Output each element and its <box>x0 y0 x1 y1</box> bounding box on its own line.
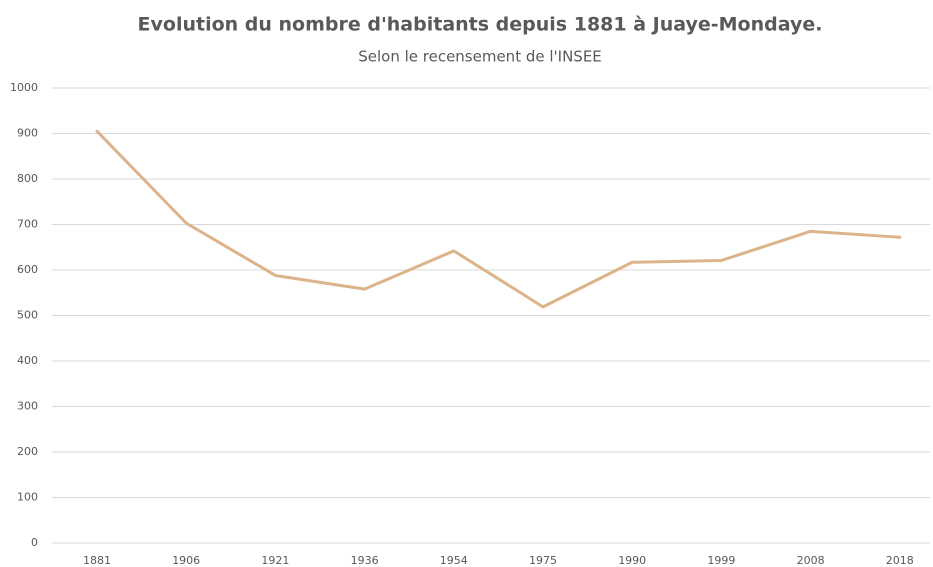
x-tick-label: 2008 <box>797 554 825 567</box>
y-tick-label: 900 <box>17 127 38 140</box>
y-tick-label: 100 <box>17 491 38 504</box>
chart-subtitle: Selon le recensement de l'INSEE <box>358 48 602 66</box>
x-tick-label: 1906 <box>172 554 200 567</box>
x-tick-label: 1921 <box>261 554 289 567</box>
y-tick-label: 600 <box>17 263 38 276</box>
x-tick-label: 1975 <box>529 554 557 567</box>
y-tick-label: 800 <box>17 172 38 185</box>
y-tick-label: 0 <box>31 536 38 549</box>
y-tick-label: 500 <box>17 309 38 322</box>
x-tick-label: 1954 <box>440 554 468 567</box>
y-tick-label: 200 <box>17 445 38 458</box>
y-tick-label: 300 <box>17 400 38 413</box>
x-tick-label: 2018 <box>886 554 914 567</box>
x-tick-label: 1999 <box>707 554 735 567</box>
y-tick-label: 400 <box>17 354 38 367</box>
x-tick-label: 1990 <box>618 554 646 567</box>
data-line <box>95 129 902 309</box>
y-tick-label: 700 <box>17 218 38 231</box>
chart-title: Evolution du nombre d'habitants depuis 1… <box>138 14 823 36</box>
x-tick-label: 1936 <box>351 554 379 567</box>
y-tick-label: 1000 <box>10 81 38 94</box>
x-tick-label: 1881 <box>83 554 111 567</box>
